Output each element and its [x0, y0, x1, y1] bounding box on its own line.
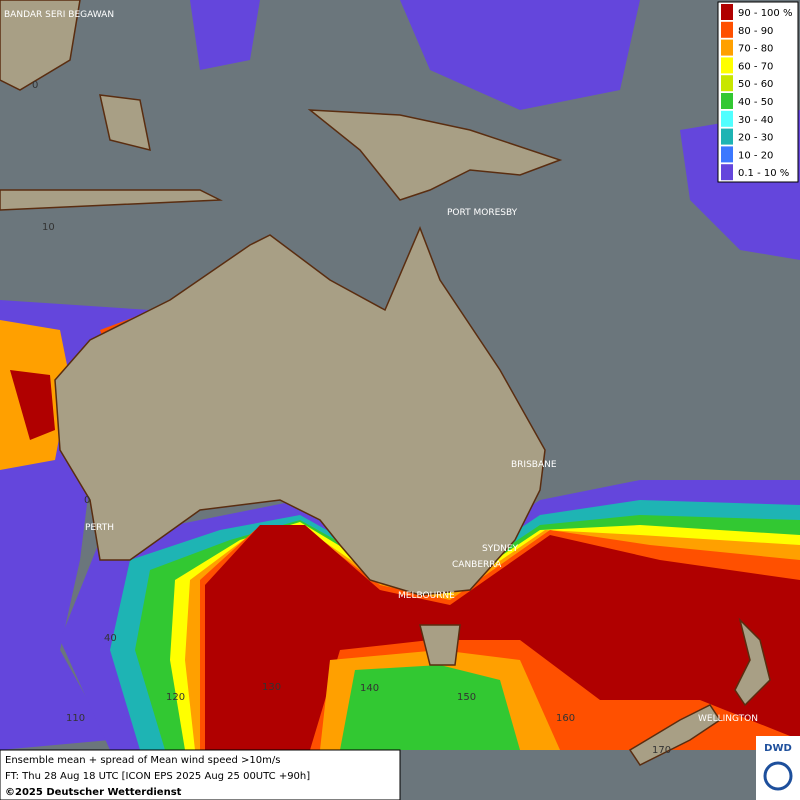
place-label: MELBOURNE — [398, 591, 455, 601]
grid-label: 0 — [32, 80, 38, 91]
legend-swatch — [721, 39, 733, 56]
legend-swatch — [721, 21, 733, 38]
legend-swatch — [721, 164, 733, 181]
legend-label: 30 - 40 — [738, 115, 773, 126]
grid-label: 40 — [104, 633, 117, 644]
legend-label: 60 - 70 — [738, 61, 773, 72]
caption-line: FT: Thu 28 Aug 18 UTC [ICON EPS 2025 Aug… — [5, 771, 310, 782]
grid-label: 160 — [556, 713, 575, 724]
grid-label: 150 — [457, 692, 476, 703]
legend-label: 80 - 90 — [738, 26, 773, 37]
legend-label: 40 - 50 — [738, 97, 773, 108]
legend-swatch — [721, 93, 733, 109]
legend-swatch — [721, 4, 733, 20]
grid-label: 10 — [42, 222, 55, 233]
legend-swatch — [721, 75, 733, 92]
place-label: WELLINGTON — [698, 714, 758, 724]
logo-text: DWD — [764, 743, 792, 754]
grid-label: 110 — [66, 713, 85, 724]
legend-label: 10 - 20 — [738, 150, 773, 161]
grid-label: 0 — [84, 495, 90, 506]
caption-line: ©2025 Deutscher Wetterdienst — [5, 787, 182, 798]
logo-swirl — [763, 761, 793, 791]
legend-swatch — [721, 110, 733, 127]
land — [0, 0, 771, 766]
legend-label: 90 - 100 % — [738, 8, 792, 19]
grid-label: 120 — [166, 692, 185, 703]
legend-swatch — [721, 146, 733, 163]
place-label: PERTH — [85, 523, 114, 533]
place-label: BRISBANE — [511, 460, 557, 470]
legend-label: 70 - 80 — [738, 44, 773, 55]
caption-box — [0, 749, 401, 800]
legend-label: 0.1 - 10 % — [738, 168, 789, 179]
grid-label: 170 — [652, 745, 671, 756]
caption-line: Ensemble mean + spread of Mean wind spee… — [5, 755, 280, 766]
place-label: CANBERRA — [452, 560, 502, 570]
place-label: SYDNEY — [482, 544, 519, 554]
place-label: BANDAR SERI BEGAWAN — [4, 10, 114, 20]
legend-swatch — [721, 57, 733, 74]
legend-swatch — [721, 128, 733, 145]
grid-label: 130 — [262, 682, 281, 693]
wind-field — [0, 0, 800, 750]
legend-label: 50 - 60 — [738, 79, 773, 90]
grid-label: 140 — [360, 683, 379, 694]
place-label: PORT MORESBY — [447, 208, 518, 218]
legend-label: 20 - 30 — [738, 133, 773, 144]
